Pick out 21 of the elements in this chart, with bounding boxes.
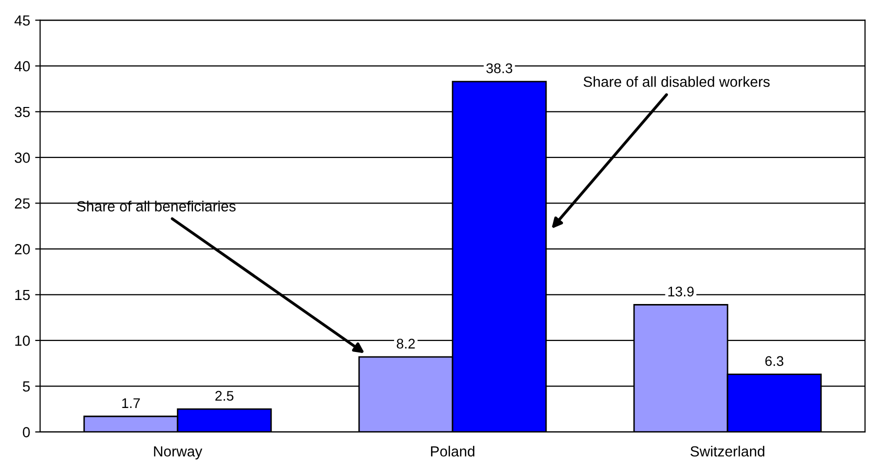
y-tick-label: 45	[14, 15, 30, 26]
y-tick-label: 35	[14, 106, 30, 118]
data-label: 8.2	[396, 338, 415, 349]
text: Share of all beneficiaries	[77, 200, 236, 212]
y-tick-label: 0	[22, 427, 30, 438]
x-tick-label: Norway	[154, 446, 202, 460]
data-label: 6.3	[765, 356, 784, 366]
data-label: 1.7	[122, 398, 140, 408]
y-tick-label: 40	[14, 61, 30, 72]
data-label: 2.5	[215, 390, 234, 401]
x-tick-label: Switzerland	[690, 446, 764, 457]
y-tick-label: 30	[14, 152, 30, 163]
data-label: 38.3	[486, 63, 512, 74]
data-label: 13.9	[668, 286, 694, 296]
y-tick-label: 20	[14, 244, 30, 254]
y-tick-label: 15	[15, 290, 30, 300]
text: Share of all disabled workers	[584, 76, 770, 87]
x-tick-label: Poland	[431, 446, 474, 457]
y-tick-label: 10	[15, 336, 30, 346]
y-tick-label: 25	[14, 198, 30, 209]
y-tick-label: 5	[22, 381, 30, 392]
